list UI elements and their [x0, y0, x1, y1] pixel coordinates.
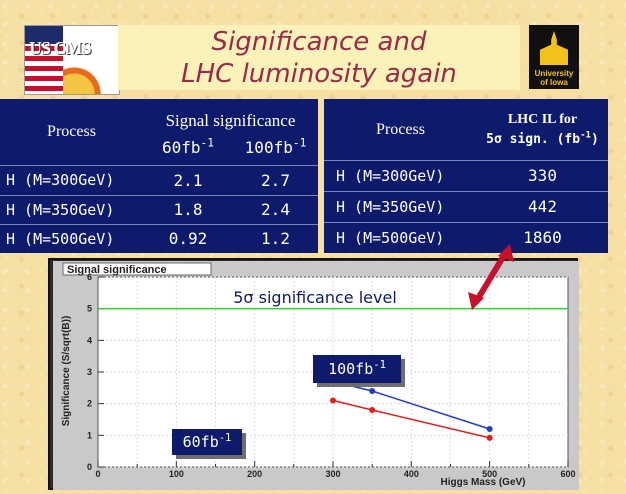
uscms-logo-text: US CMS — [29, 38, 92, 58]
right-process-header: Process — [324, 99, 477, 161]
data-point — [486, 434, 493, 441]
x-tick-label: 100 — [169, 469, 184, 479]
lhc-luminosity-table: Process LHC IL for 5σ sign. (fb-1) H (M=… — [324, 99, 608, 253]
left-process-header: Process — [0, 99, 143, 165]
signal-significance-table: Process Signal significance 60fb-1 100fb… — [0, 99, 318, 253]
signal-significance-header: Signal significance — [143, 99, 318, 131]
sig-60-cell: 2.1 — [143, 164, 233, 195]
x-axis-label: Higgs Mass (GeV) — [440, 477, 525, 488]
plot-title: Signal significance — [67, 264, 167, 276]
lhc-il-header: LHC IL for 5σ sign. (fb-1) — [477, 99, 608, 161]
double-arrow-icon — [468, 244, 514, 310]
lumi-60-callout: 60fb-1 — [172, 429, 242, 455]
y-axis-label: Significance (S/sqrt(B)) — [61, 316, 72, 427]
sig-60-cell: 1.8 — [143, 194, 233, 224]
y-tick-label: 4 — [87, 335, 92, 345]
y-tick-labels: 0 1 2 3 4 5 6 — [87, 272, 92, 472]
us-flag-canton — [25, 26, 63, 44]
cms-swirl-graphic — [63, 26, 119, 94]
x-tick-label: 500 — [482, 469, 497, 479]
x-tick-label: 0 — [95, 469, 100, 479]
data-point — [369, 388, 376, 394]
x-tick-label: 300 — [325, 469, 340, 479]
title-line-1: Significance and — [211, 26, 427, 57]
table-row: H (M=300GeV) 2.1 2.7 — [0, 164, 318, 195]
slide-title: Significance and LHC luminosity again — [118, 25, 520, 90]
lumi-100-header: 100fb-1 — [233, 131, 318, 165]
table-row: H (M=350GeV) 1.8 2.4 — [0, 194, 318, 224]
uiowa-logo-text-1: University — [534, 69, 574, 78]
uscms-logo: US CMS — [24, 25, 120, 95]
process-cell: H (M=350GeV) — [324, 190, 477, 223]
process-cell: H (M=300GeV) — [324, 160, 477, 192]
university-of-iowa-logo: University of Iowa — [529, 25, 579, 89]
sig-100-cell: 1.2 — [233, 223, 318, 253]
y-tick-label: 3 — [87, 367, 92, 377]
process-cell: H (M=500GeV) — [324, 221, 477, 253]
sig-100-cell: 2.7 — [233, 164, 318, 195]
data-point — [369, 407, 376, 413]
sig-100-cell: 2.4 — [233, 194, 318, 224]
process-cell: H (M=350GeV) — [0, 194, 143, 224]
grid — [97, 276, 569, 468]
uiowa-logo-text-2: of Iowa — [540, 78, 568, 87]
x-tick-label: 400 — [404, 469, 419, 479]
x-tick-label: 200 — [247, 469, 262, 479]
y-tick-label: 1 — [87, 430, 92, 440]
y-tick-label: 0 — [87, 462, 92, 472]
table-row: H (M=350GeV) 442 — [324, 190, 608, 223]
process-cell: H (M=500GeV) — [0, 223, 143, 253]
y-tick-label: 6 — [87, 272, 92, 282]
data-point — [330, 397, 336, 404]
lumi-100-callout: 100fb-1 — [313, 355, 401, 383]
data-point — [486, 426, 493, 432]
il-cell: 330 — [477, 160, 608, 192]
plot-title-box — [62, 262, 212, 276]
process-cell: H (M=300GeV) — [0, 164, 143, 195]
x-tick-label: 600 — [560, 469, 575, 479]
sig-60-cell: 0.92 — [143, 223, 233, 253]
y-tick-label: 5 — [87, 304, 92, 314]
old-capitol-icon — [540, 31, 568, 65]
il-cell: 442 — [477, 190, 608, 223]
lumi-60-header: 60fb-1 — [143, 131, 233, 165]
five-sigma-callout: 5σ significance level — [233, 288, 397, 307]
table-row: H (M=500GeV) 1860 — [324, 221, 608, 253]
il-cell: 1860 — [477, 221, 608, 253]
table-row: H (M=300GeV) 330 — [324, 160, 608, 192]
y-tick-label: 2 — [87, 399, 92, 409]
title-line-2: LHC luminosity again — [181, 58, 457, 89]
table-row: H (M=500GeV) 0.92 1.2 — [0, 223, 318, 253]
x-tick-labels: 0 100 200 300 400 500 600 — [95, 469, 575, 479]
